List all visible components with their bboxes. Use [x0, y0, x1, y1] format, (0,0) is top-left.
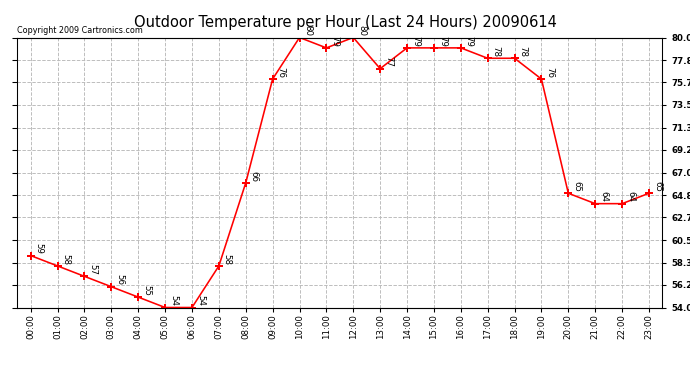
Text: 77: 77 — [384, 56, 393, 68]
Text: 79: 79 — [438, 36, 447, 46]
Text: 80: 80 — [357, 25, 366, 36]
Text: 59: 59 — [34, 243, 43, 254]
Text: 64: 64 — [626, 191, 635, 202]
Text: 54: 54 — [196, 295, 205, 306]
Text: Outdoor Temperature per Hour (Last 24 Hours) 20090614: Outdoor Temperature per Hour (Last 24 Ho… — [134, 15, 556, 30]
Text: 80: 80 — [304, 25, 313, 36]
Text: 79: 79 — [331, 36, 339, 46]
Text: 76: 76 — [277, 67, 286, 78]
Text: 57: 57 — [88, 264, 97, 275]
Text: 64: 64 — [599, 191, 608, 202]
Text: 78: 78 — [492, 46, 501, 57]
Text: 65: 65 — [653, 181, 662, 192]
Text: 56: 56 — [115, 274, 124, 285]
Text: 54: 54 — [169, 295, 178, 306]
Text: 79: 79 — [411, 36, 420, 46]
Text: 58: 58 — [223, 254, 232, 265]
Text: 65: 65 — [572, 181, 581, 192]
Text: 66: 66 — [250, 171, 259, 182]
Text: Copyright 2009 Cartronics.com: Copyright 2009 Cartronics.com — [17, 26, 143, 35]
Text: 58: 58 — [61, 254, 70, 265]
Text: 55: 55 — [142, 285, 151, 296]
Text: 79: 79 — [465, 36, 474, 46]
Text: 78: 78 — [519, 46, 528, 57]
Text: 76: 76 — [545, 67, 555, 78]
